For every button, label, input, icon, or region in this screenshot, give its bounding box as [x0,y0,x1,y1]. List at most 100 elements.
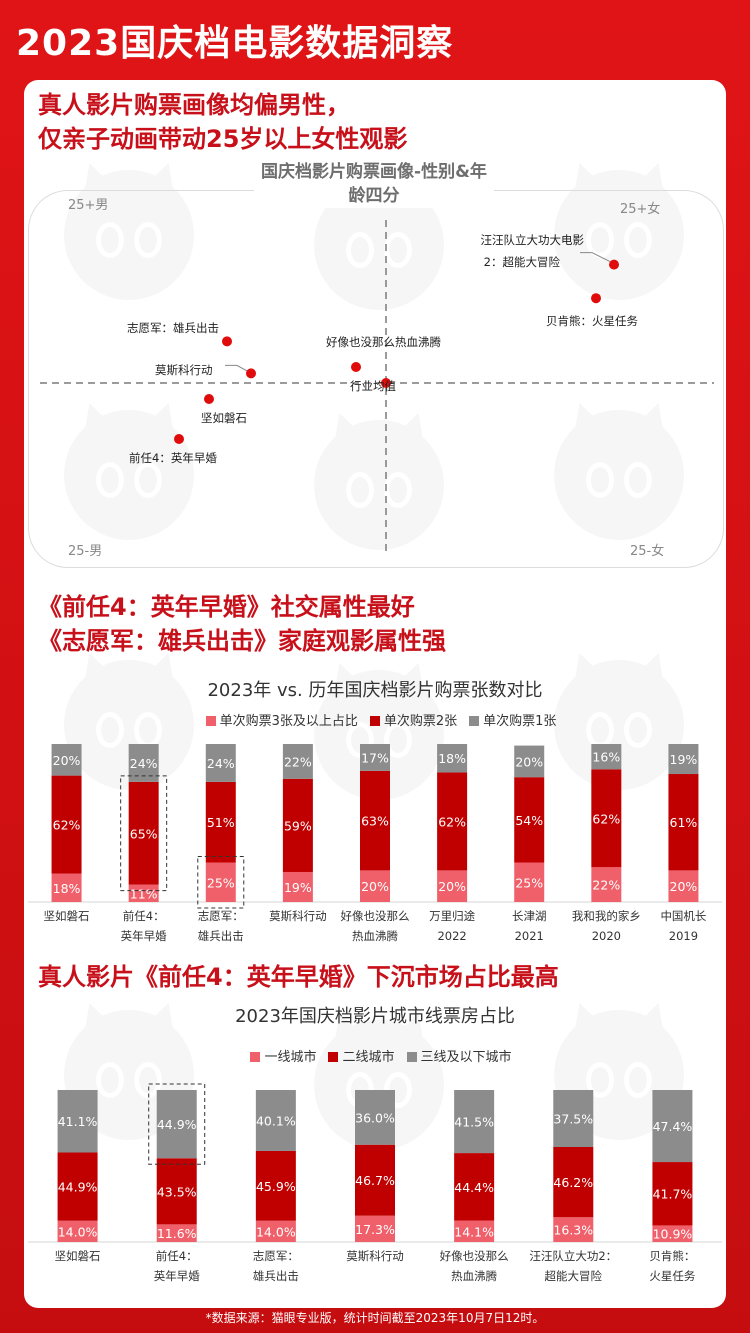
bar-segment [282,871,313,902]
point-label-line: 2：超能大冒险 [483,254,560,269]
point-label: 贝肯熊：火星任务 [546,310,638,332]
bar-value-label: 20% [438,879,466,894]
bar-value-label: 20% [515,754,543,769]
point-label-line: 行业均值 [350,379,396,393]
bar-segment [128,781,159,885]
point-label-line: 贝肯熊：火星任务 [546,314,638,329]
point-label: 莫斯科行动 [155,359,213,381]
bar-segment [205,781,236,863]
x-tick-label: 英年早婚 [154,1269,200,1283]
bar-segment [128,884,159,902]
bar-value-label: 41.5% [454,1115,494,1130]
bar-segment [437,870,468,902]
x-tick-label: 前任4： [123,909,165,923]
x-tick-label: 雄兵出击 [253,1269,299,1283]
bar-segment [668,744,699,775]
bar-segment [360,770,390,871]
bar-segment [514,777,545,863]
point-label: 坚如磐石 [201,407,247,429]
bar-value-label: 62% [438,814,466,829]
x-tick-label: 2022 [437,929,466,943]
highlight-box [197,856,245,909]
quadrant-label-bottom-right: 25-女 [630,544,665,559]
bar-value-label: 37.5% [553,1112,593,1127]
point-label-line: 汪汪队立大功大电影 [480,232,585,247]
legend-swatch [469,716,480,726]
point-label: 志愿军：雄兵出击 [127,317,219,339]
bar-value-label: 11.6% [157,1226,197,1241]
x-tick-label: 前任4： [156,1249,198,1263]
x-tick-label: 热血沸腾 [451,1269,497,1283]
x-tick-label: 2021 [515,929,544,943]
bar-segment [454,1153,495,1221]
bar-segment [591,744,622,770]
bar-segment [591,769,622,868]
bar-segment [51,873,82,902]
bar-value-label: 18% [53,881,81,896]
content-card: 真人影片购票画像均偏男性， 仅亲子动画带动25岁以上女性观影 国庆档影片购票画像… [24,80,726,1308]
bar-segment [255,1090,296,1151]
scatter-point [246,368,256,379]
legend-swatch [250,1052,261,1062]
bar-value-label: 45.9% [256,1179,296,1194]
bar-value-label: 36.0% [355,1110,395,1125]
ticket-chart-legend: 单次购票3张及以上占比 单次购票2张 单次购票1张 [24,710,726,729]
x-tick-label: 长津湖 [512,909,547,923]
bar-segment [51,744,82,776]
bar-value-label: 14.0% [256,1224,296,1239]
bar-value-label: 20% [670,879,698,894]
legend-label: 一线城市 [264,1050,317,1065]
highlight-box [148,1083,206,1165]
bar-value-label: 17% [361,750,389,765]
bar-segment [355,1090,395,1145]
headline-line: 仅亲子动画带动25岁以上女性观影 [38,125,408,153]
bar-value-label: 40.1% [256,1113,296,1128]
cat-watermark-icon [64,410,194,540]
bar-segment [156,1224,197,1242]
bar-value-label: 46.7% [355,1173,395,1188]
bar-segment [355,1215,395,1242]
bar-segment [652,1162,693,1226]
point-label: 汪汪队立大功大电影 2：超能大冒险 [481,229,585,273]
point-label-line: 好像也没那么热血沸腾 [326,335,441,349]
page-title: 2023国庆档电影数据洞察 [16,23,454,64]
x-tick-label: 好像也没那么 [341,909,410,923]
bar-value-label: 24% [207,756,235,771]
quadrant-chart-title: 国庆档影片购票画像-性别&年龄四分 [254,160,494,208]
quadrant-chart [40,220,714,556]
cat-watermark-icon [314,670,444,800]
x-tick-label: 坚如磐石 [55,1249,101,1263]
bar-segment [591,867,622,902]
bar-value-label: 62% [53,818,81,833]
scatter-point [609,259,619,270]
x-tick-label: 2019 [669,929,698,943]
bar-value-label: 18% [438,751,466,766]
legend-label: 单次购票2张 [383,714,458,729]
header: 2023国庆档电影数据洞察 [0,0,750,78]
point-label: 行业均值 [350,375,396,397]
x-tick-label: 雄兵出击 [198,929,244,943]
bar-value-label: 20% [361,879,389,894]
x-tick-label: 我和我的家乡 [572,909,641,923]
highlight-box [120,775,168,892]
bar-segment [205,862,236,902]
x-tick-label: 超能大冒险 [545,1269,603,1283]
bar-segment [255,1150,296,1221]
bar-segment [514,745,545,778]
bar-value-label: 47.4% [653,1119,693,1134]
bar-segment [553,1217,594,1242]
point-label-line: 莫斯科行动 [155,363,213,378]
bar-segment [282,744,313,779]
point-label-line: 志愿军：雄兵出击 [127,321,219,336]
bar-segment [553,1090,594,1147]
bar-segment [514,862,545,902]
bar-value-label: 22% [284,754,312,769]
city-tier-chart: 14.0% 44.9% 41.1% 坚如磐石 11.6% 43.5% 44.9% 前任4： 英年… [28,1083,722,1283]
bar-value-label: 17.3% [355,1222,395,1237]
bar-segment [360,870,390,902]
scatter-point [591,293,601,304]
city-chart-title: 2023年国庆档影片城市线票房占比 [235,1006,515,1027]
bar-value-label: 63% [361,814,389,829]
legend-swatch [406,1052,417,1062]
